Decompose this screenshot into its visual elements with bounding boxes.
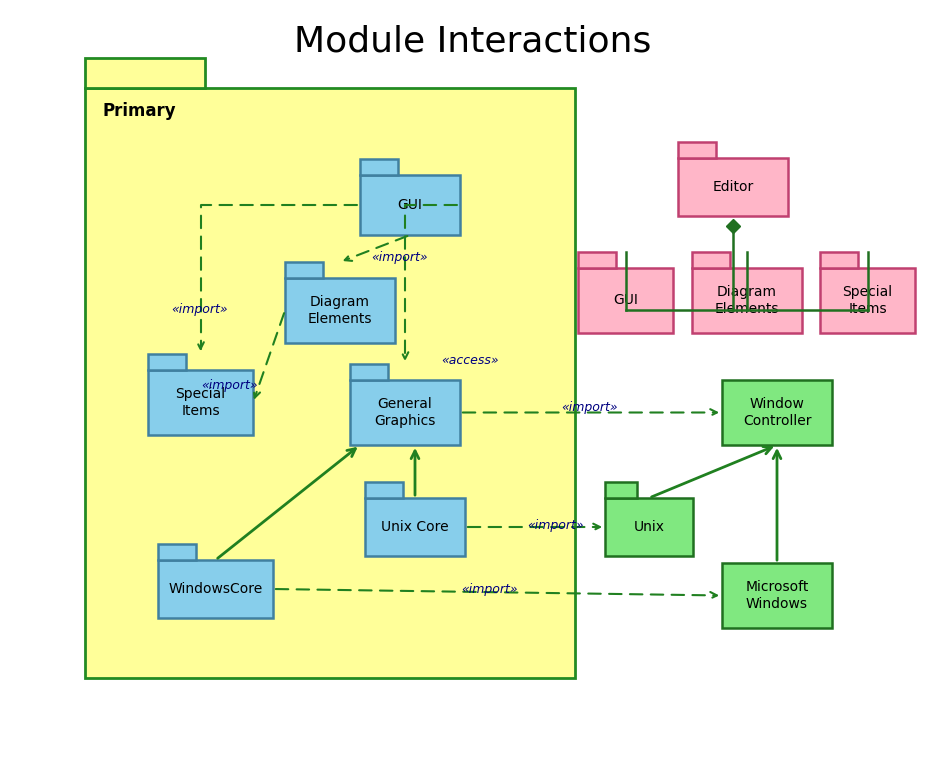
Bar (364, 498, 464, 556)
Bar (158, 560, 273, 618)
Bar (148, 370, 253, 435)
Text: «import»: «import» (172, 303, 228, 316)
Text: «import»: «import» (561, 402, 617, 415)
Text: Special
Items: Special Items (176, 387, 226, 418)
Bar (360, 175, 460, 235)
Text: «import»: «import» (201, 379, 258, 392)
Bar (349, 380, 460, 445)
Bar (691, 252, 729, 268)
Text: Module Interactions: Module Interactions (294, 25, 650, 59)
Text: Primary: Primary (103, 102, 177, 120)
Text: «access»: «access» (441, 353, 498, 366)
Text: Diagram
Elements: Diagram Elements (308, 296, 372, 326)
Bar (285, 278, 395, 343)
Text: «import»: «import» (371, 250, 428, 263)
Bar (604, 498, 692, 556)
Bar (819, 252, 857, 268)
Bar (819, 268, 914, 333)
Bar (85, 58, 205, 88)
Bar (364, 482, 402, 498)
Bar (360, 159, 397, 175)
Text: «import»: «import» (462, 584, 517, 597)
Bar (148, 354, 186, 370)
Text: GUI: GUI (613, 293, 637, 307)
Bar (721, 563, 831, 628)
Text: Window
Controller: Window Controller (742, 397, 810, 428)
Text: Diagram
Elements: Diagram Elements (714, 286, 779, 316)
Bar (285, 262, 323, 278)
Bar (158, 544, 195, 560)
Text: GUI: GUI (397, 198, 422, 212)
Text: «import»: «import» (527, 519, 583, 532)
Text: Microsoft
Windows: Microsoft Windows (745, 581, 808, 611)
Bar (677, 142, 716, 158)
Text: Special
Items: Special Items (841, 286, 892, 316)
Text: General
Graphics: General Graphics (374, 397, 435, 428)
Bar (691, 268, 801, 333)
Text: WindowsCore: WindowsCore (168, 582, 262, 596)
Bar (677, 158, 787, 216)
Bar (721, 380, 831, 445)
Bar (85, 88, 574, 678)
Text: Unix Core: Unix Core (380, 520, 448, 534)
Bar (349, 364, 388, 380)
Bar (604, 482, 636, 498)
Bar (578, 252, 615, 268)
Text: Editor: Editor (712, 180, 752, 194)
Text: Unix: Unix (632, 520, 664, 534)
Bar (578, 268, 672, 333)
